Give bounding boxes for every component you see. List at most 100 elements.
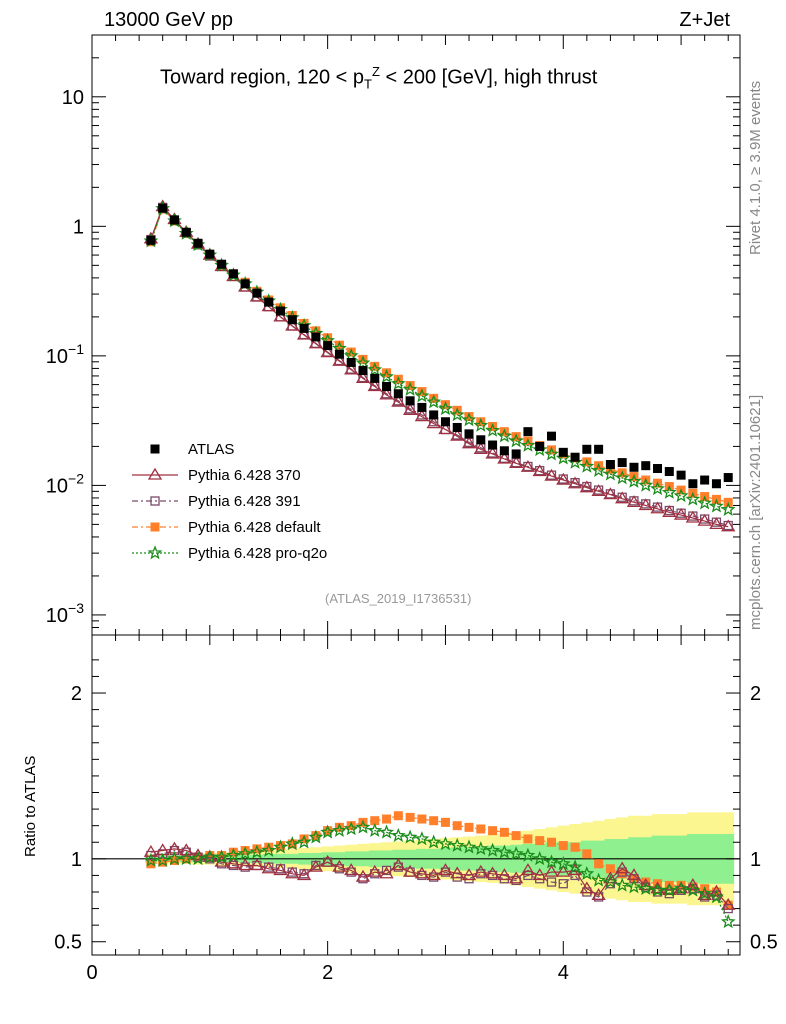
data-point <box>240 279 250 289</box>
data-point <box>346 357 356 367</box>
data-point <box>414 409 430 422</box>
data-point <box>158 203 168 213</box>
ratio-plot-frame <box>91 634 741 956</box>
data-point <box>523 870 533 881</box>
data-point <box>393 811 403 821</box>
data-point <box>508 456 524 468</box>
data-point <box>650 501 665 514</box>
data-point <box>276 841 286 851</box>
data-point <box>391 394 406 407</box>
data-point <box>202 849 217 862</box>
data-point <box>556 472 571 485</box>
data-point <box>379 824 395 839</box>
data-point <box>629 462 639 472</box>
data-point <box>367 864 382 877</box>
data-point <box>226 856 241 869</box>
data-point <box>261 842 277 857</box>
data-point <box>579 480 594 493</box>
data-point <box>499 827 509 837</box>
data-point <box>214 849 229 864</box>
data-point <box>205 249 215 259</box>
data-point <box>708 498 724 513</box>
x-axis: 0 2 4 <box>86 35 729 984</box>
data-point <box>158 849 168 859</box>
series-ratio-pythia-6-428-370 <box>143 841 736 910</box>
data-point <box>638 498 653 511</box>
data-point <box>650 481 665 496</box>
data-point <box>653 464 663 474</box>
data-point <box>414 388 430 403</box>
data-point <box>603 871 618 884</box>
data-point <box>711 479 721 489</box>
data-point <box>287 839 297 849</box>
data-point <box>626 495 642 507</box>
data-point <box>673 881 689 894</box>
data-point <box>405 812 415 822</box>
data-point <box>720 913 736 929</box>
legend-marker-pythia-pro-q2o <box>132 545 178 560</box>
ratio-panel: 0.5 0.5 1 1 2 2 <box>54 659 778 954</box>
data-point <box>661 484 677 499</box>
data-point <box>332 859 347 872</box>
data-point <box>311 326 321 336</box>
data-point <box>426 394 442 409</box>
data-point <box>626 473 642 488</box>
legend-marker-atlas <box>150 444 160 454</box>
y-tick-label: 10−2 <box>46 470 84 497</box>
data-point <box>311 332 321 342</box>
data-point <box>355 819 371 834</box>
data-point <box>464 412 474 422</box>
data-point <box>638 477 654 492</box>
data-point <box>532 850 548 866</box>
data-point <box>685 491 701 506</box>
data-point <box>370 816 380 826</box>
data-point <box>167 851 182 866</box>
plot-title: Toward region, 120 < pTZ < 200 [GeV], hi… <box>160 64 598 92</box>
data-point <box>437 401 453 416</box>
data-point <box>299 834 309 844</box>
data-point <box>334 822 344 832</box>
data-point <box>709 884 724 897</box>
data-point <box>390 827 406 842</box>
data-point <box>508 433 524 448</box>
data-point <box>591 484 606 496</box>
data-point <box>308 859 324 872</box>
data-point <box>473 417 489 432</box>
data-point <box>508 871 524 884</box>
data-point <box>700 475 710 485</box>
data-point <box>285 318 300 331</box>
data-point <box>202 849 218 864</box>
data-point <box>450 866 465 879</box>
data-point <box>226 847 241 862</box>
data-point <box>673 880 689 895</box>
data-point <box>308 829 324 844</box>
data-point <box>299 318 309 328</box>
data-point <box>603 487 618 500</box>
data-point <box>488 440 498 450</box>
data-point <box>332 353 347 366</box>
data-point <box>520 863 536 876</box>
data-point <box>461 436 477 449</box>
data-point <box>579 866 595 881</box>
data-point <box>237 846 253 861</box>
legend-item-atlas: ATLAS <box>130 437 234 461</box>
y-tick-label: 1 <box>73 216 84 238</box>
data-point <box>146 235 156 245</box>
data-point <box>535 441 545 451</box>
data-point <box>393 389 403 399</box>
data-point <box>520 437 536 452</box>
data-point <box>438 422 453 435</box>
y-tick-label: 10 <box>62 87 84 109</box>
data-point <box>146 850 156 861</box>
data-point <box>449 407 465 422</box>
data-point <box>721 519 736 532</box>
data-point <box>535 874 545 884</box>
legend-label: Pythia 6.428 391 <box>188 492 301 510</box>
legend-item-pythia-pro-q2o: Pythia 6.428 pro-q2o <box>130 541 327 565</box>
data-point <box>591 462 606 477</box>
data-point <box>273 839 288 854</box>
ratio-axis-label: Ratio to ATLAS <box>22 755 39 857</box>
data-point <box>205 851 215 861</box>
data-point <box>685 882 701 897</box>
